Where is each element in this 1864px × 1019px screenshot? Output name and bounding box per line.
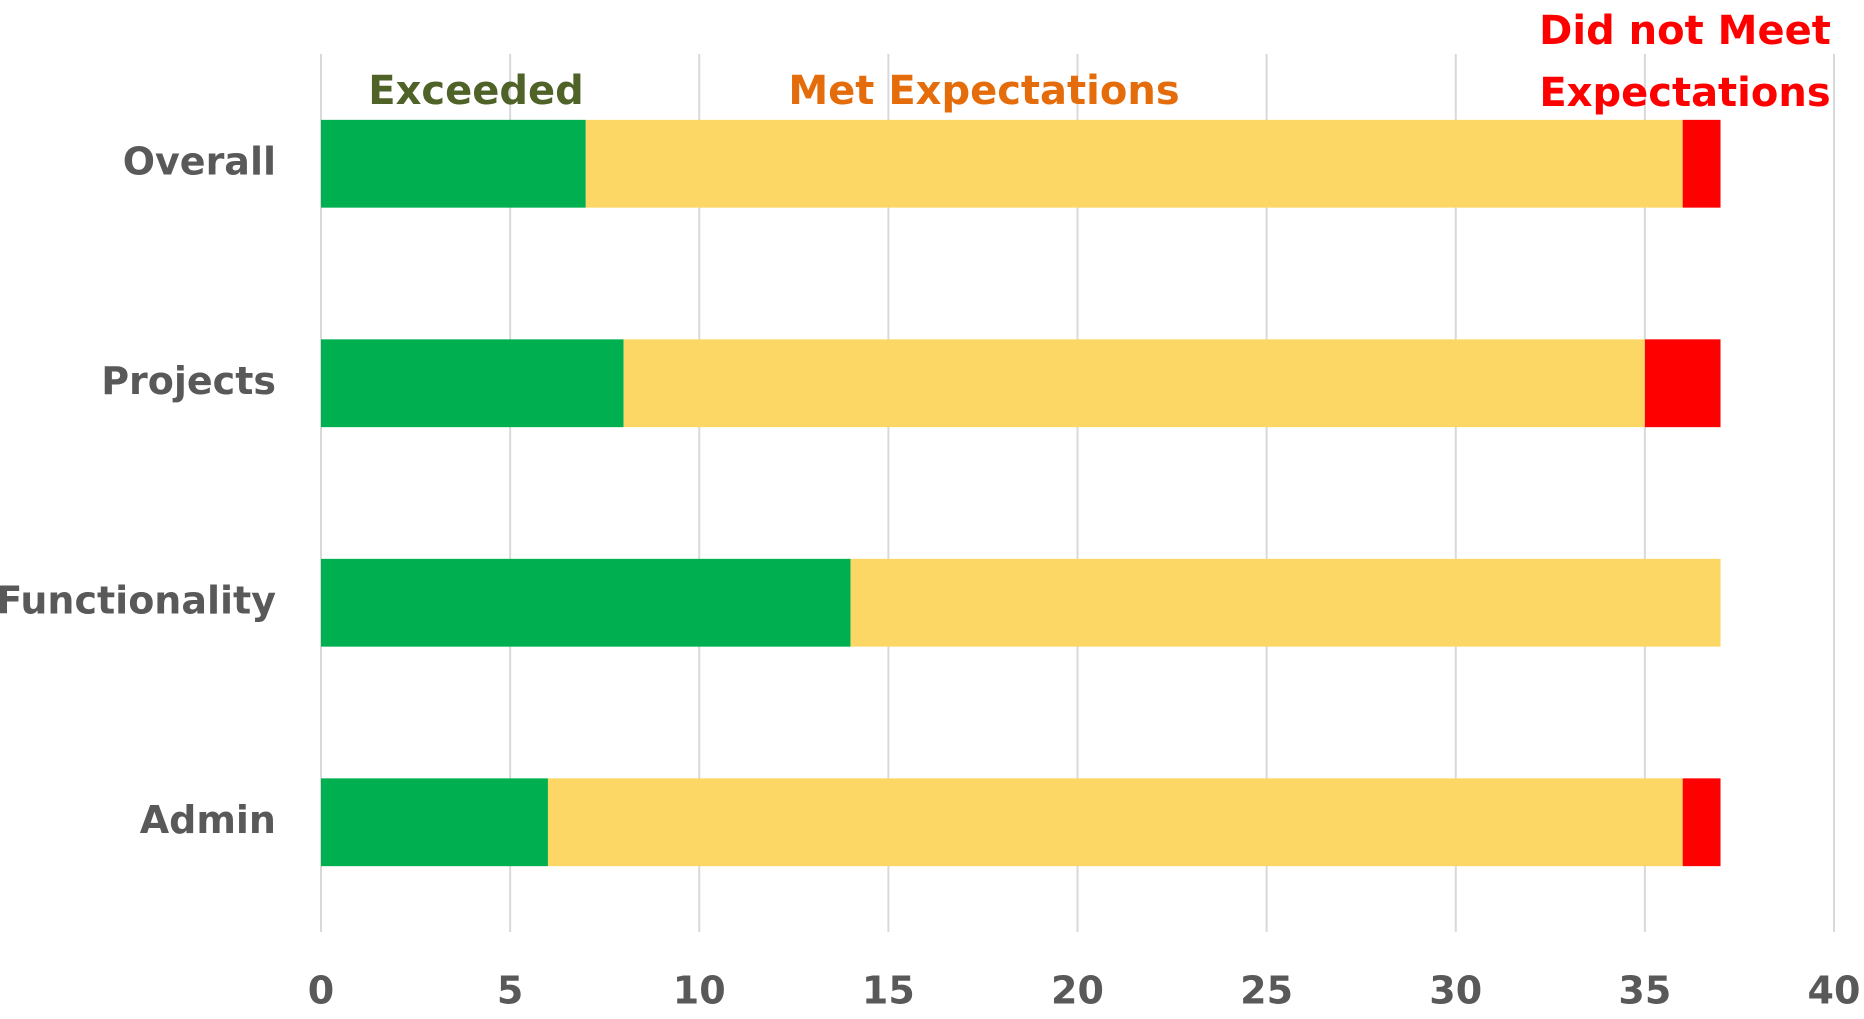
y-tick-label: Overall bbox=[123, 139, 276, 183]
legend-label: Did not Meet Expectations bbox=[1539, 8, 1831, 116]
bar-segment bbox=[1682, 119, 1721, 208]
bar-segment bbox=[321, 119, 586, 208]
bar-segment bbox=[1644, 339, 1721, 428]
x-tick-label: 40 bbox=[1808, 969, 1861, 1013]
x-tick-label: 10 bbox=[673, 969, 726, 1013]
y-tick-label: Admin bbox=[140, 798, 276, 842]
bar-segment bbox=[547, 778, 1683, 867]
bar-segment bbox=[623, 339, 1645, 428]
bar-segment bbox=[321, 778, 548, 867]
bar-segment bbox=[850, 558, 1721, 647]
x-tick-label: 20 bbox=[1051, 969, 1104, 1013]
y-tick-label: Projects bbox=[101, 359, 276, 403]
bar-segment bbox=[1682, 778, 1721, 867]
x-tick-label: 0 bbox=[308, 969, 334, 1013]
y-tick-label: Functionality bbox=[0, 578, 276, 622]
bar-segment bbox=[585, 119, 1683, 208]
x-tick-label: 35 bbox=[1618, 969, 1671, 1013]
x-tick-label: 30 bbox=[1429, 969, 1482, 1013]
x-tick-label: 15 bbox=[862, 969, 915, 1013]
x-tick-label: 25 bbox=[1240, 969, 1293, 1013]
x-tick-label: 5 bbox=[497, 969, 523, 1013]
bar-segment bbox=[321, 558, 851, 647]
bar-segment bbox=[321, 339, 624, 428]
legend-label: Exceeded bbox=[368, 68, 584, 114]
legend-label: Met Expectations bbox=[788, 68, 1180, 114]
